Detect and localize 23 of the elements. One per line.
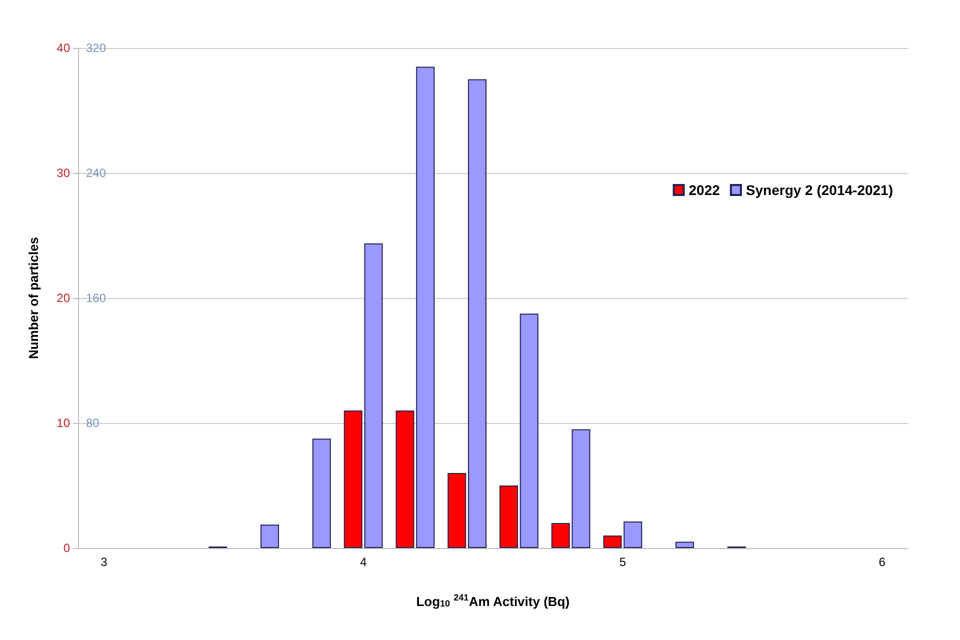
bar bbox=[468, 79, 487, 548]
legend-label: Synergy 2 (2014-2021) bbox=[746, 182, 894, 198]
legend-label: 2022 bbox=[688, 182, 720, 198]
y-axis-title: Number of particles bbox=[26, 236, 41, 360]
y-tick-label: 30 bbox=[56, 166, 70, 180]
x-tick-label: 5 bbox=[619, 555, 626, 569]
bar bbox=[675, 542, 694, 548]
bar bbox=[448, 473, 466, 548]
y-tick-label: 40 bbox=[56, 41, 70, 55]
y-tick-label: 20 bbox=[56, 291, 70, 305]
bar bbox=[312, 438, 331, 548]
bar bbox=[260, 524, 280, 548]
bar bbox=[499, 486, 518, 548]
bar bbox=[520, 314, 538, 548]
y2-tick-label: 160 bbox=[86, 291, 106, 305]
y-tick-label: 10 bbox=[56, 416, 70, 430]
x-tick-label: 4 bbox=[360, 555, 367, 569]
x-tick-label: 3 bbox=[100, 555, 108, 569]
y2-tick-label: 240 bbox=[86, 166, 106, 180]
y2-tick-label: 320 bbox=[86, 41, 106, 55]
y2-tick-label: 80 bbox=[86, 416, 100, 430]
y-tick-label: 0 bbox=[63, 541, 70, 555]
x-tick-label: 6 bbox=[878, 555, 886, 569]
